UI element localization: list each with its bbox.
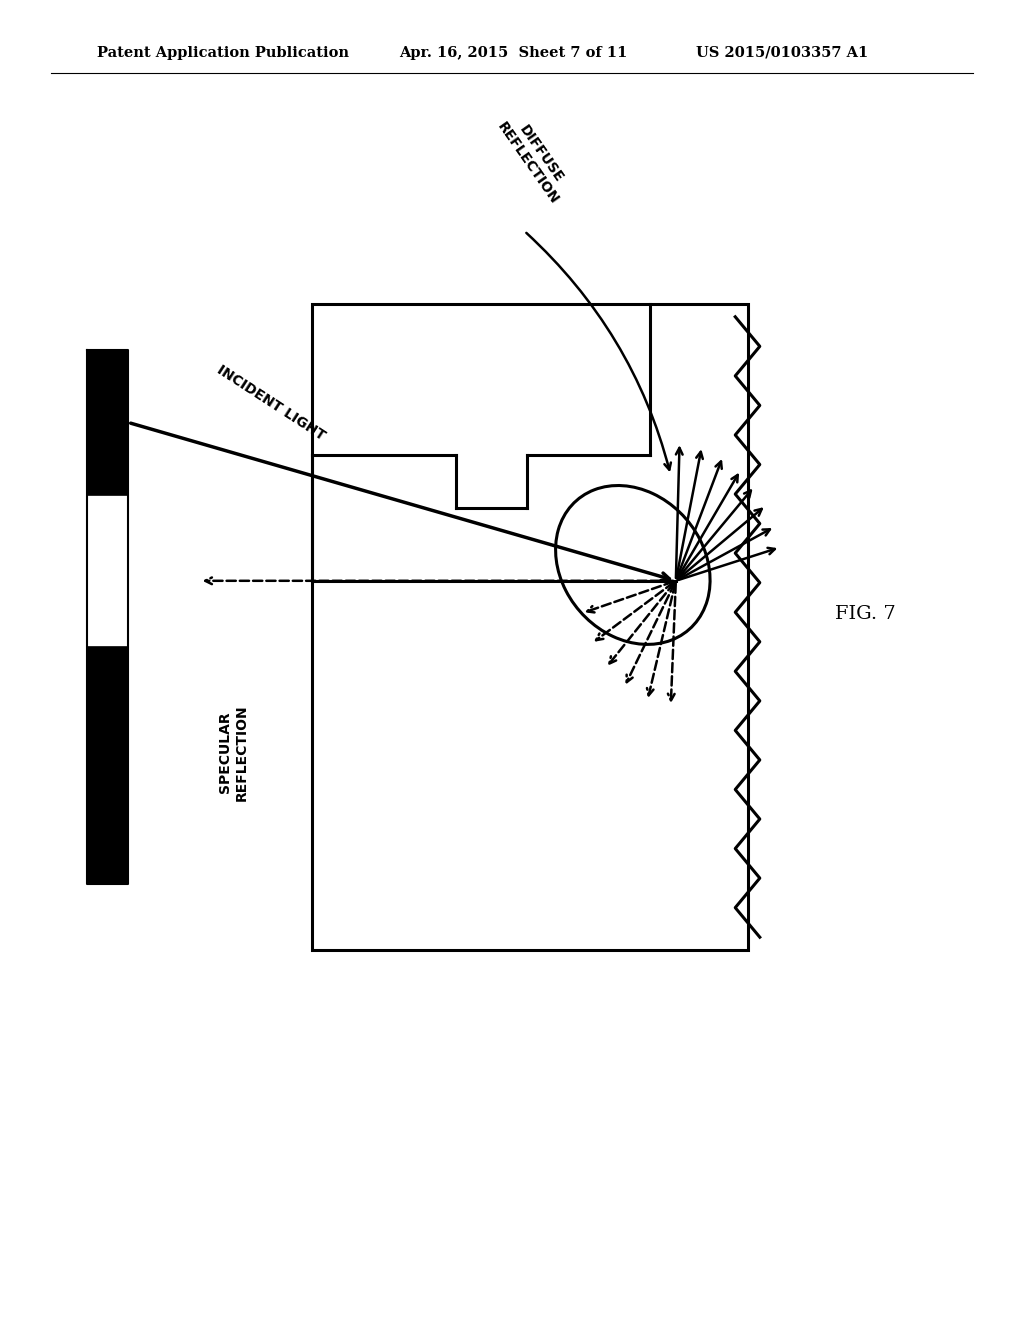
- Text: US 2015/0103357 A1: US 2015/0103357 A1: [696, 46, 868, 59]
- Text: Patent Application Publication: Patent Application Publication: [97, 46, 349, 59]
- Text: FIG. 7: FIG. 7: [835, 605, 896, 623]
- Text: INCIDENT LIGHT: INCIDENT LIGHT: [215, 363, 328, 442]
- Text: DIFFUSE
REFLECTION: DIFFUSE REFLECTION: [495, 110, 574, 207]
- Text: Apr. 16, 2015  Sheet 7 of 11: Apr. 16, 2015 Sheet 7 of 11: [399, 46, 628, 59]
- Bar: [87, 350, 128, 495]
- Bar: [87, 495, 128, 647]
- Text: SPECULAR
REFLECTION: SPECULAR REFLECTION: [218, 704, 249, 801]
- Bar: [87, 647, 128, 884]
